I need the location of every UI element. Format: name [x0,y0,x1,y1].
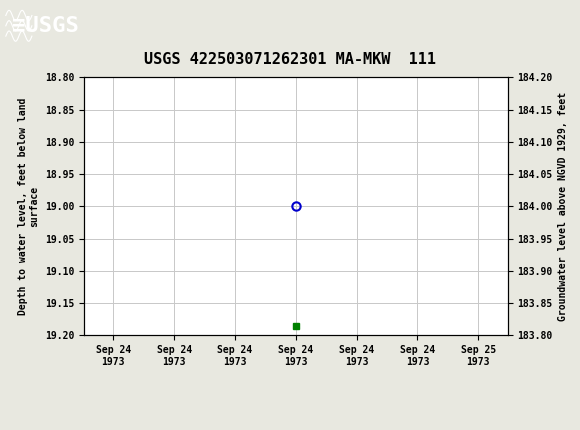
Y-axis label: Depth to water level, feet below land
surface: Depth to water level, feet below land su… [18,98,39,315]
Text: USGS 422503071262301 MA-MKW  111: USGS 422503071262301 MA-MKW 111 [144,52,436,67]
Text: ≡USGS: ≡USGS [12,16,78,36]
Y-axis label: Groundwater level above NGVD 1929, feet: Groundwater level above NGVD 1929, feet [558,92,568,321]
